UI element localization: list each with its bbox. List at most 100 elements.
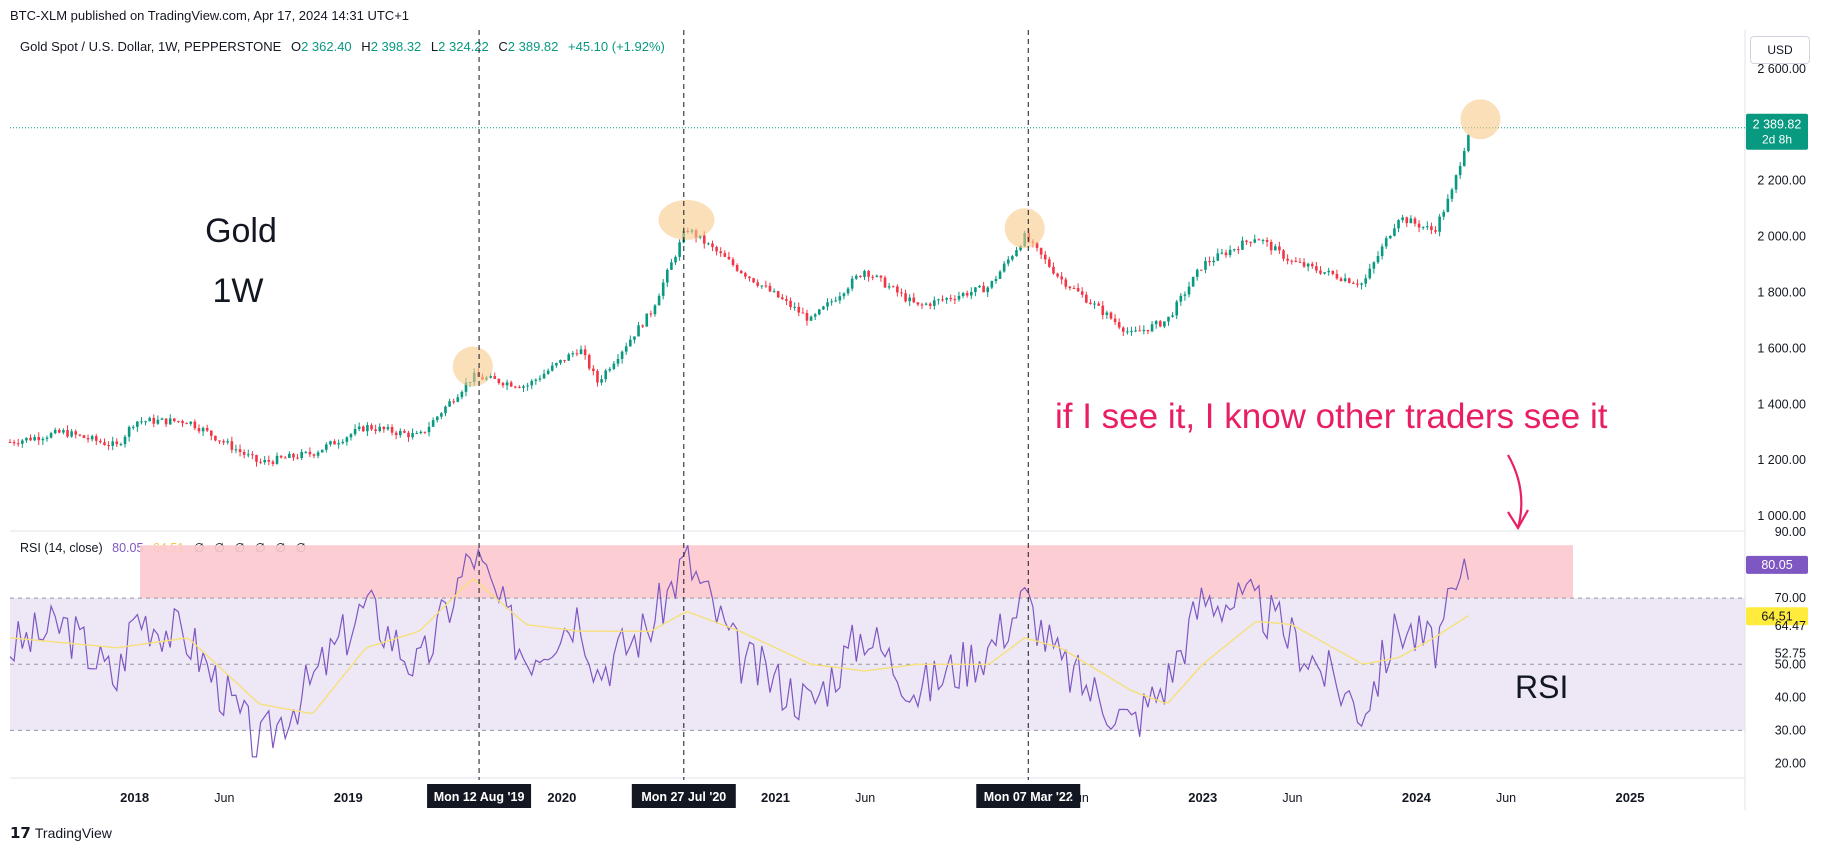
- candle-body: [411, 433, 414, 438]
- footer-brand[interactable]: 𝟭𝟳 TradingView: [10, 824, 112, 842]
- candle-body: [998, 271, 1002, 279]
- candle-body: [1397, 220, 1400, 229]
- candle-body: [641, 325, 644, 327]
- candle-body: [1273, 246, 1277, 251]
- candle-body: [33, 436, 36, 441]
- candle-body: [230, 441, 234, 450]
- candle-body: [1261, 240, 1265, 242]
- rsi-tick-label: 70.00: [1775, 591, 1806, 605]
- candle-body: [781, 297, 784, 300]
- candle-body: [29, 437, 32, 441]
- candle-body: [308, 451, 312, 455]
- time-tick-label: Jun: [855, 791, 875, 805]
- candle-body: [801, 312, 805, 314]
- candle-body: [826, 302, 829, 307]
- candle-body: [1076, 288, 1080, 292]
- candle-body: [785, 299, 788, 301]
- rsi-tick-label: 30.00: [1775, 723, 1806, 737]
- candle-body: [329, 441, 332, 445]
- candle-body: [1343, 278, 1347, 281]
- candle-body: [57, 429, 61, 433]
- candle-body: [1204, 261, 1207, 270]
- candle-body: [238, 449, 242, 452]
- time-tick-label: 2020: [547, 790, 576, 805]
- candle-body: [1072, 288, 1076, 290]
- candle-body: [1224, 252, 1228, 256]
- candle-body: [1085, 294, 1088, 303]
- time-tick-label: 2021: [761, 790, 790, 805]
- highlight-circle: [1004, 208, 1045, 249]
- candle-body: [1356, 283, 1359, 285]
- candle-body: [1347, 278, 1351, 283]
- candle-body: [419, 431, 423, 434]
- candle-body: [78, 434, 82, 436]
- candle-body: [423, 431, 427, 433]
- candle-body: [300, 451, 303, 459]
- rsi-tick-label: 40.00: [1775, 690, 1806, 704]
- candle-body: [193, 421, 197, 429]
- candle-body: [1146, 329, 1150, 332]
- candle-body: [1438, 216, 1441, 232]
- candle-body: [1446, 198, 1450, 212]
- candle-body: [1179, 295, 1183, 302]
- candle-body: [813, 314, 817, 317]
- candle-body: [435, 416, 439, 421]
- candle-body: [271, 461, 275, 464]
- candle-body: [1249, 241, 1252, 243]
- candle-body: [928, 303, 932, 306]
- candle-body: [427, 426, 431, 433]
- footer-brand-label: TradingView: [34, 825, 112, 841]
- candle-body: [333, 441, 336, 445]
- candle-body: [25, 437, 28, 441]
- candle-body: [448, 401, 451, 407]
- candle-body: [1142, 329, 1146, 332]
- candle-body: [1158, 321, 1162, 327]
- candle-body: [912, 297, 916, 303]
- candle-body: [1269, 241, 1273, 251]
- candle-body: [604, 370, 607, 380]
- time-tick-label: Jun: [214, 791, 234, 805]
- symbol-label: Gold Spot / U.S. Dollar, 1W, PEPPERSTONE: [20, 39, 282, 54]
- candle-body: [744, 273, 747, 277]
- candle-body: [189, 421, 193, 424]
- candle-body: [867, 270, 870, 277]
- candle-body: [497, 378, 501, 384]
- candle-body: [522, 386, 525, 388]
- candle-body: [1208, 261, 1211, 263]
- time-tick-label: Jun: [1496, 791, 1516, 805]
- candle-body: [1393, 228, 1396, 236]
- candle-body: [415, 433, 419, 435]
- candle-body: [1401, 217, 1404, 221]
- candle-body: [12, 442, 16, 444]
- candle-body: [337, 443, 340, 445]
- candle-body: [209, 430, 213, 436]
- annotation-rsi: RSI: [1515, 669, 1568, 705]
- candle-body: [407, 432, 410, 438]
- candle-body: [1068, 286, 1072, 289]
- candle-body: [1323, 272, 1326, 274]
- candle-body: [933, 300, 936, 306]
- candle-body: [1364, 278, 1367, 284]
- candle-body: [596, 370, 599, 383]
- candle-body: [1306, 263, 1310, 267]
- candle-body: [1093, 303, 1096, 305]
- candle-body: [325, 444, 328, 450]
- candle-body: [871, 276, 875, 278]
- currency-button[interactable]: USD: [1750, 36, 1810, 64]
- candle-body: [82, 435, 86, 438]
- candle-body: [702, 235, 706, 244]
- candle-body: [452, 401, 455, 403]
- candle-body: [994, 278, 998, 282]
- candle-body: [830, 301, 833, 303]
- candle-body: [1442, 211, 1446, 217]
- candle-body: [842, 293, 846, 297]
- candle-body: [567, 354, 571, 361]
- candle-body: [953, 299, 957, 301]
- candle-body: [320, 449, 324, 453]
- candle-body: [144, 421, 147, 423]
- candle-body: [1405, 217, 1409, 224]
- ma-value-badge-label: 64.51: [1761, 609, 1792, 623]
- candle-body: [111, 441, 115, 446]
- price-tick-label: 2 600.00: [1757, 62, 1806, 76]
